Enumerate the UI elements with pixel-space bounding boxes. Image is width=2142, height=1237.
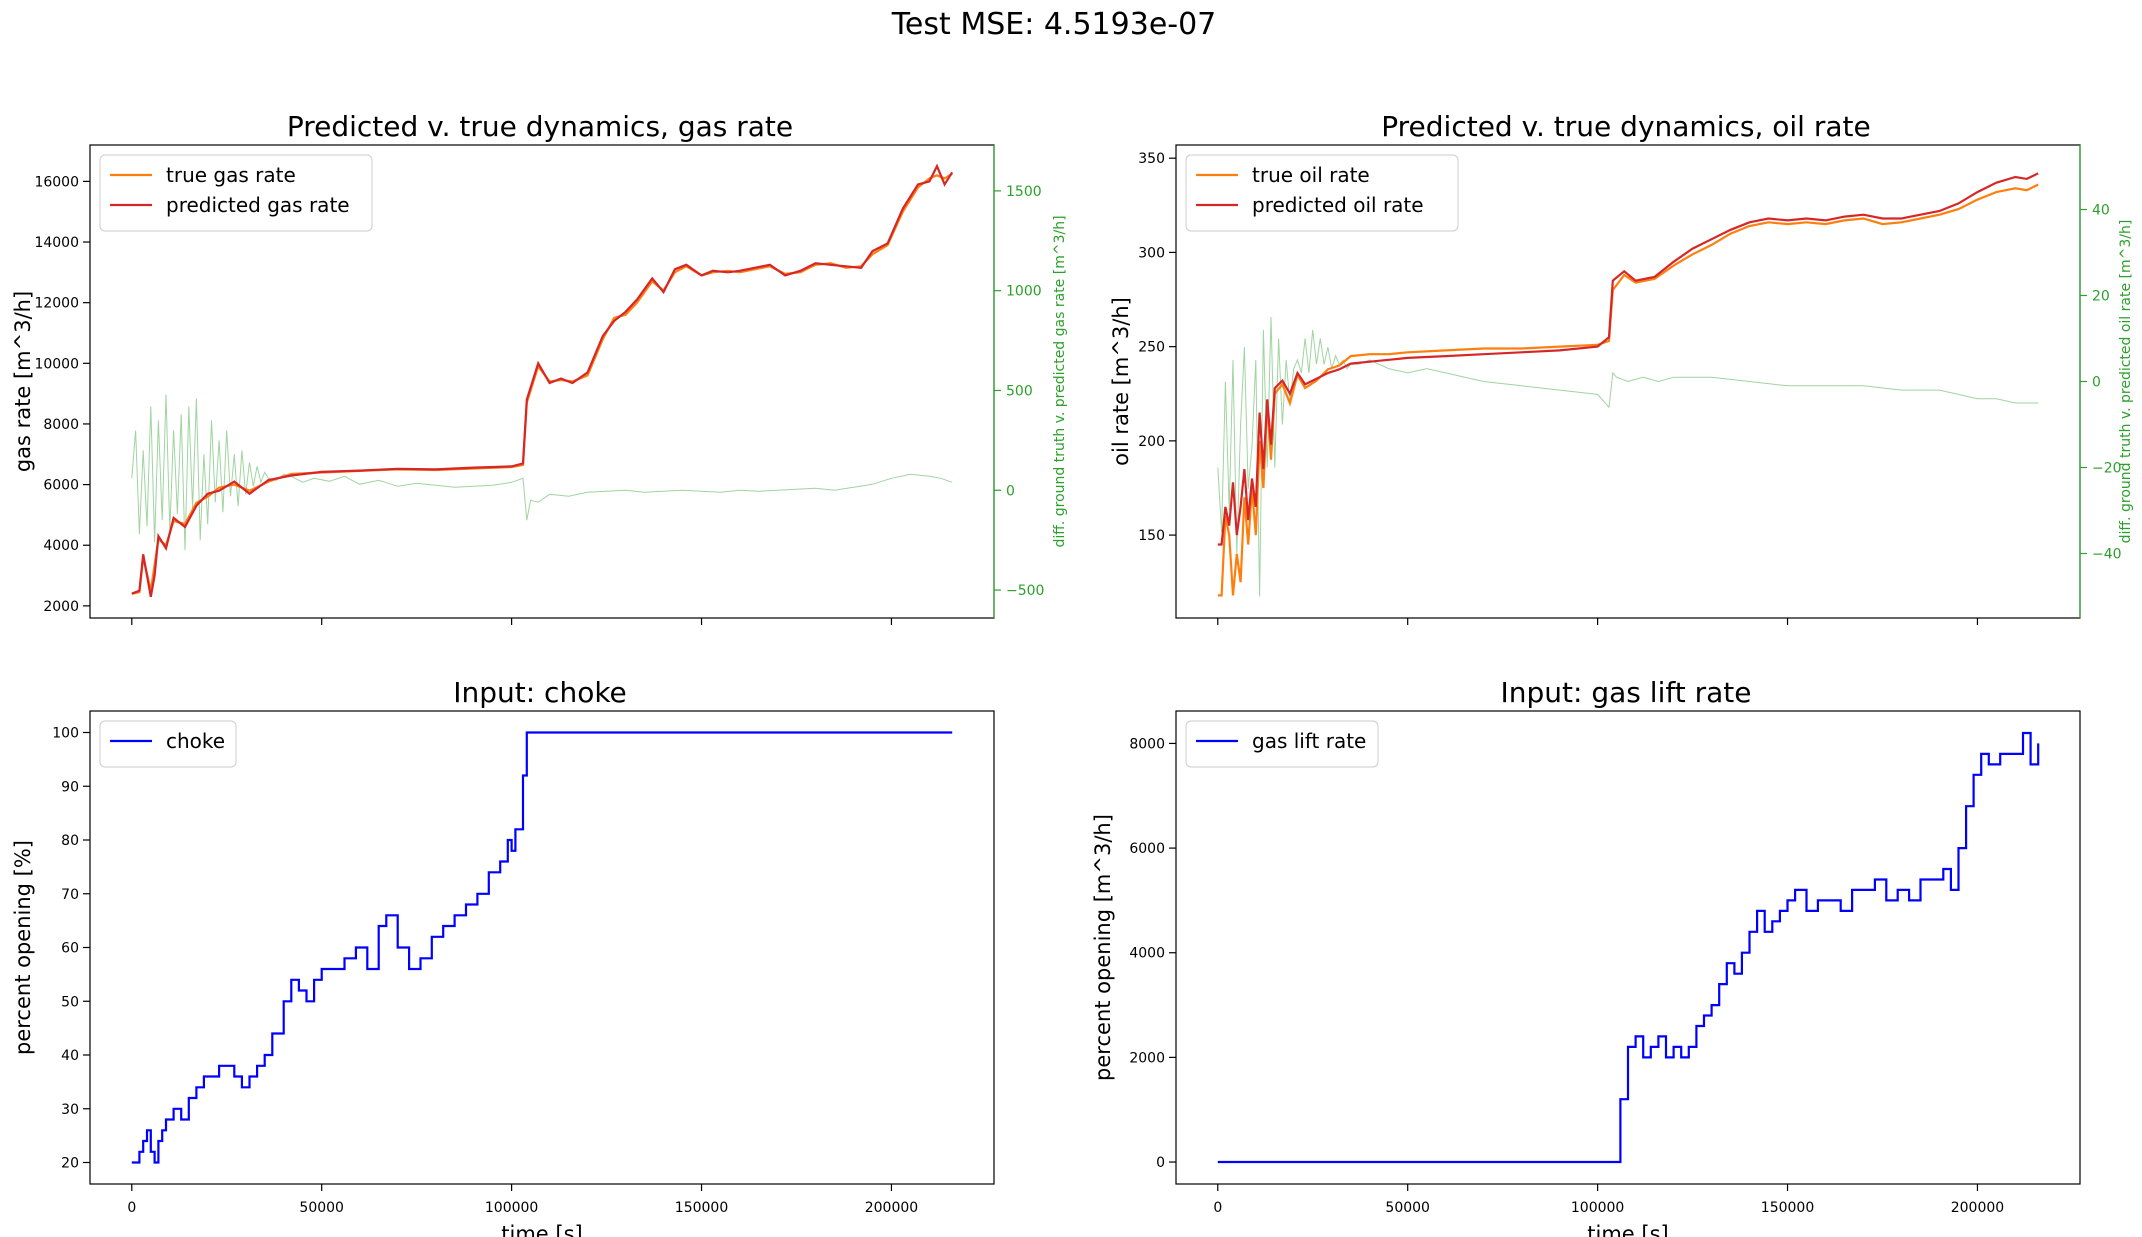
- gas-legend-label: true gas rate: [166, 163, 296, 187]
- gaslift-legend-label: gas lift rate: [1252, 729, 1366, 753]
- gas-ytick-label: 12000: [34, 296, 79, 312]
- choke-ytick-label: 80: [61, 833, 79, 849]
- gaslift-chart-title: Input: gas lift rate: [1501, 676, 1752, 709]
- panel-choke: Input: choke 0 50000 100000 150000 200000 20 3…: [11, 676, 995, 1237]
- gas-series-true-gas-rate-line: [131, 172, 953, 595]
- gas-ytick-label: 14000: [34, 235, 79, 251]
- gas-ytick-label: 4000: [43, 538, 79, 554]
- gas-y2tick-label: −500: [1006, 583, 1044, 599]
- oil-y2tick-label: 0: [2092, 375, 2101, 391]
- gaslift-legend: gas lift rate: [1185, 720, 1379, 768]
- oil-ytick-label: 250: [1138, 340, 1165, 356]
- gaslift-ytick-label: 4000: [1129, 946, 1165, 962]
- choke-xtick-label: 100000: [485, 1200, 538, 1216]
- oil-y2-axis-label: diff. ground truth v. predicted oil rate…: [2118, 220, 2134, 544]
- choke-axes-frame: [89, 710, 995, 1185]
- oil-ytick-label: 350: [1138, 151, 1165, 167]
- gas-y-axis-label: gas rate [m^3/h]: [11, 291, 35, 472]
- gas-ytick-label: 16000: [34, 174, 79, 190]
- gas-series-diff-line: [131, 394, 953, 551]
- oil-legend-label: predicted oil rate: [1252, 193, 1424, 217]
- gas-legend-label: predicted gas rate: [166, 193, 350, 217]
- gas-legend: true gas rate predicted gas rate: [99, 154, 373, 232]
- choke-ytick-label: 40: [61, 1048, 79, 1064]
- oil-legend-label: true oil rate: [1252, 163, 1370, 187]
- gas-ytick-label: 6000: [43, 478, 79, 494]
- gas-ytick-label: 2000: [43, 599, 79, 615]
- gas-y2tick-label: 500: [1006, 383, 1033, 399]
- oil-series-predicted-oil-rate-line: [1217, 172, 2039, 546]
- choke-ytick-label: 50: [61, 994, 79, 1010]
- oil-y-axis-label: oil rate [m^3/h]: [1109, 297, 1133, 466]
- gas-y2tick-label: 0: [1006, 483, 1015, 499]
- gaslift-series-gas-lift-rate-line: [1217, 731, 2040, 1164]
- choke-legend-label: choke: [166, 729, 225, 753]
- choke-x-axis-label: time [s]: [501, 1222, 582, 1237]
- choke-y-axis-label: percent opening [%]: [11, 840, 35, 1055]
- gaslift-xtick-label: 200000: [1951, 1200, 2004, 1216]
- choke-legend: choke: [99, 720, 237, 768]
- gaslift-ytick-label: 0: [1156, 1155, 1165, 1171]
- choke-ytick-label: 70: [61, 887, 79, 903]
- choke-ytick-label: 60: [61, 941, 79, 957]
- gaslift-ytick-label: 2000: [1129, 1050, 1165, 1066]
- panel-gas-lift-rate: Input: gas lift rate 0 50000 100000 150000 2…: [1091, 676, 2081, 1237]
- gas-chart-title: Predicted v. true dynamics, gas rate: [287, 110, 793, 143]
- gaslift-xtick-label: 150000: [1761, 1200, 1814, 1216]
- gaslift-ytick-label: 8000: [1129, 736, 1165, 752]
- choke-ytick-label: 30: [61, 1102, 79, 1118]
- choke-chart-title: Input: choke: [453, 676, 627, 709]
- oil-ytick-label: 150: [1138, 528, 1165, 544]
- gaslift-y-axis-label: percent opening [m^3/h]: [1091, 814, 1115, 1081]
- choke-legend-box: [99, 720, 237, 768]
- choke-xtick-label: 200000: [865, 1200, 918, 1216]
- oil-y2tick-label: −20: [2092, 461, 2122, 477]
- choke-ytick-label: 20: [61, 1156, 79, 1172]
- gaslift-axes-frame: [1175, 710, 2081, 1185]
- gaslift-x-axis-label: time [s]: [1587, 1222, 1668, 1237]
- gas-series-predicted-gas-rate-line: [131, 163, 954, 597]
- oil-series-true-oil-rate-line: [1217, 183, 2039, 597]
- oil-y2tick-label: 20: [2092, 289, 2110, 305]
- gas-legend-box: [99, 154, 373, 232]
- figure-suptitle: Test MSE: 4.5193e-07: [891, 7, 1217, 42]
- oil-chart-title: Predicted v. true dynamics, oil rate: [1381, 110, 1870, 143]
- panel-oil-rate: Predicted v. true dynamics, oil rate 150…: [1109, 110, 2134, 625]
- gas-ytick-label: 8000: [43, 417, 79, 433]
- oil-y2tick-label: 40: [2092, 203, 2110, 219]
- choke-ytick-label: 100: [52, 726, 79, 742]
- choke-ytick-label: 90: [61, 779, 79, 795]
- oil-ytick-label: 300: [1138, 245, 1165, 261]
- gaslift-xtick-label: 100000: [1571, 1200, 1624, 1216]
- gaslift-ytick-label: 6000: [1129, 841, 1165, 857]
- oil-legend: true oil rate predicted oil rate: [1185, 154, 1459, 232]
- gaslift-xtick-label: 0: [1213, 1200, 1222, 1216]
- choke-xtick-label: 50000: [299, 1200, 344, 1216]
- gas-y2tick-label: 1000: [1006, 284, 1042, 300]
- oil-legend-box: [1185, 154, 1459, 232]
- panel-gas-rate: Predicted v. true dynamics, gas rate 200…: [11, 110, 1068, 625]
- gaslift-xtick-label: 50000: [1385, 1200, 1430, 1216]
- gas-ytick-label: 10000: [34, 356, 79, 372]
- choke-xtick-label: 150000: [675, 1200, 728, 1216]
- choke-xtick-label: 0: [127, 1200, 136, 1216]
- choke-series-choke-line: [131, 731, 953, 1164]
- gaslift-legend-box: [1185, 720, 1379, 768]
- gas-y2tick-label: 1500: [1006, 184, 1042, 200]
- oil-y2tick-label: −40: [2092, 547, 2122, 563]
- oil-ytick-label: 200: [1138, 434, 1165, 450]
- gas-y2-axis-label: diff. ground truth v. predicted gas rate…: [1052, 215, 1068, 547]
- oil-series-diff-line: [1217, 316, 2039, 597]
